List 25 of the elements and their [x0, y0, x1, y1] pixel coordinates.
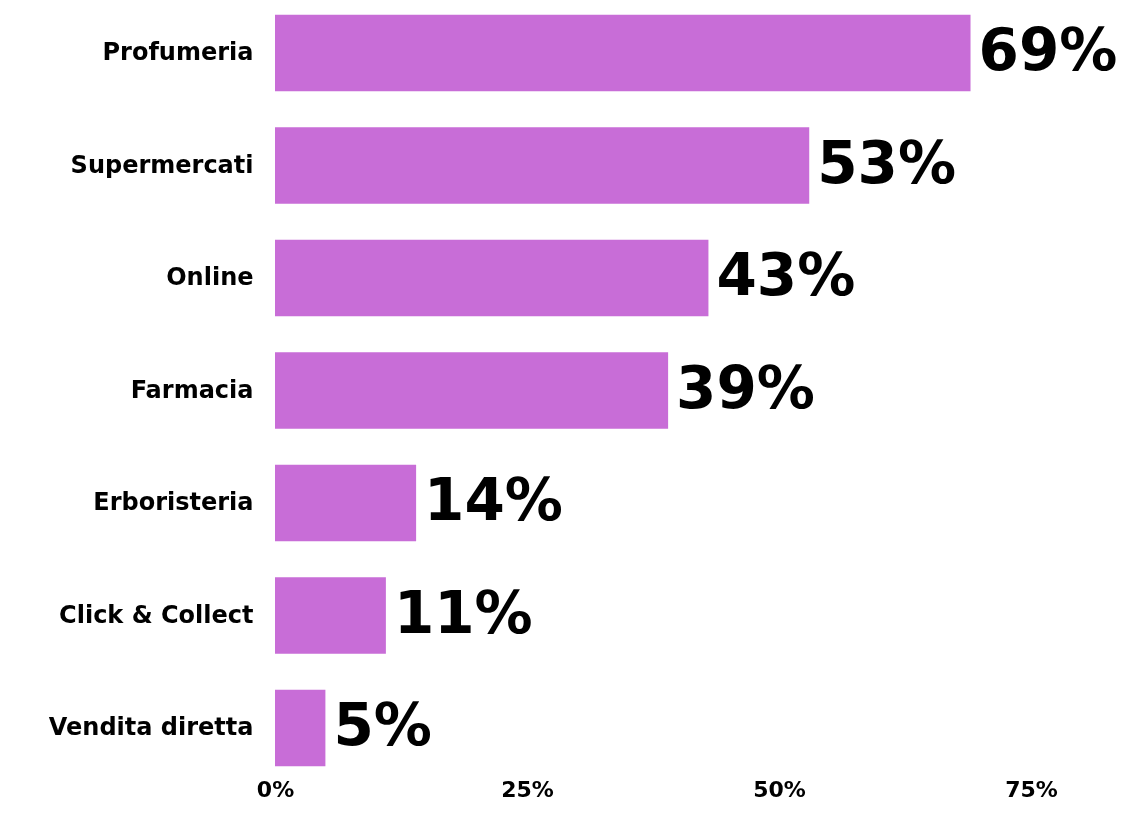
y-tick-label: Click & Collect	[59, 600, 254, 629]
data-label: 53%	[817, 128, 957, 197]
y-tick-label: Farmacia	[130, 375, 254, 404]
bar	[275, 577, 386, 654]
y-tick-label: Erboristeria	[93, 488, 254, 516]
x-tick-label: 0%	[256, 776, 295, 802]
data-label: 39%	[676, 353, 815, 422]
x-tick-label: 75%	[1005, 776, 1058, 802]
bar	[275, 239, 709, 317]
x-tick-label: 25%	[501, 776, 554, 802]
y-tick-label: Profumeria	[102, 38, 254, 66]
bar	[275, 352, 669, 429]
bar	[275, 127, 810, 204]
data-label: 5%	[333, 691, 432, 759]
y-tick-label: Supermercati	[70, 150, 254, 179]
data-label: 69%	[978, 16, 1118, 84]
x-tick-label: 50%	[753, 776, 806, 802]
bar	[275, 464, 417, 542]
data-label: 11%	[393, 578, 533, 647]
bar	[275, 14, 971, 92]
data-label: 43%	[716, 241, 856, 309]
bar	[275, 689, 326, 767]
data-label: 14%	[424, 466, 563, 534]
y-tick-label: Vendita diretta	[48, 713, 254, 741]
y-tick-label: Online	[166, 263, 254, 291]
